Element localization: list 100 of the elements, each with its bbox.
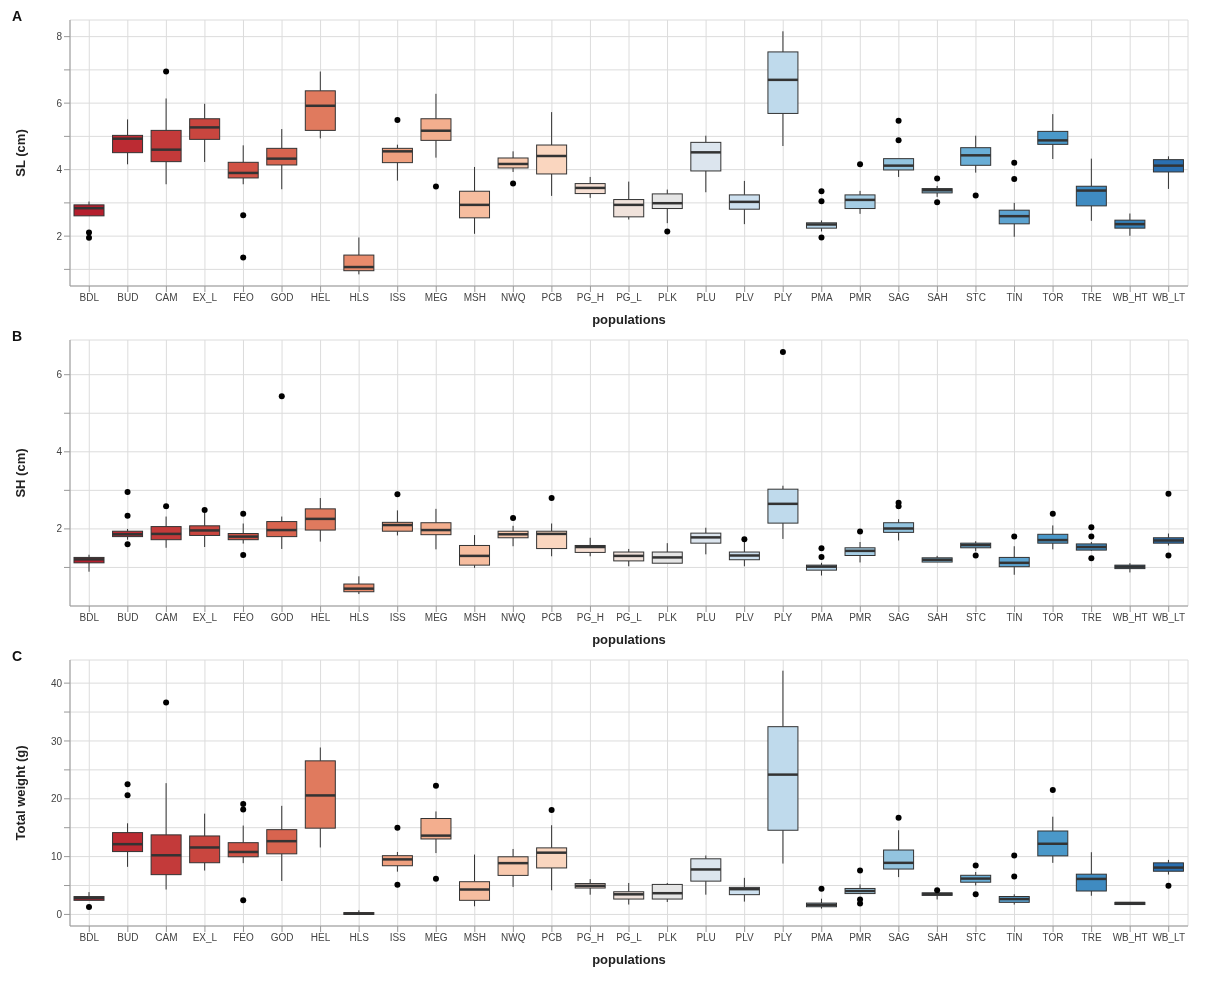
x-tick-label: FEO (233, 612, 254, 624)
x-tick-label: SAH (927, 292, 948, 304)
x-axis-title: populations (592, 312, 666, 327)
y-tick-label: 2 (56, 230, 63, 242)
x-tick-label: SAG (888, 292, 910, 304)
x-tick-label: PLK (658, 612, 678, 624)
x-tick-label: TIN (1006, 612, 1023, 624)
x-tick-label: TOR (1042, 932, 1064, 944)
x-tick-label: NWQ (501, 612, 526, 624)
x-tick-label: MSH (463, 612, 486, 624)
x-tick-label: BUD (117, 292, 139, 304)
y-axis-title: Total weight (g) (12, 745, 28, 841)
x-axis-title: populations (592, 952, 666, 967)
x-tick-label: WB_HT (1112, 292, 1148, 304)
x-tick-label: WB_LT (1152, 932, 1186, 944)
x-tick-label: STC (965, 292, 986, 304)
y-tick-label: 6 (56, 369, 63, 381)
chart-title: C (12, 648, 23, 664)
x-tick-label: ISS (389, 292, 407, 304)
x-tick-label: SAG (888, 612, 910, 624)
x-tick-label: NWQ (501, 932, 526, 944)
x-tick-label: PLU (696, 932, 716, 944)
y-tick-label: 4 (56, 164, 63, 176)
x-tick-label: HEL (310, 612, 331, 624)
y-tick-label: 20 (50, 793, 63, 805)
y-tick-label: 8 (56, 31, 63, 43)
x-tick-label: PLY (774, 292, 793, 304)
x-tick-label: PCB (541, 612, 563, 624)
chart-title: A (12, 8, 23, 24)
x-tick-label: PLV (735, 932, 755, 944)
x-tick-label: PLU (696, 612, 716, 624)
x-tick-label: PMA (810, 292, 833, 304)
x-tick-label: PLY (774, 612, 793, 624)
x-tick-label: BUD (117, 932, 139, 944)
y-tick-label: 10 (50, 851, 63, 863)
x-tick-label: MEG (424, 932, 448, 944)
x-tick-label: GOD (270, 292, 294, 304)
x-tick-label: HLS (349, 932, 370, 944)
x-tick-label: SAH (927, 612, 948, 624)
x-tick-label: CAM (155, 612, 178, 624)
x-tick-label: TIN (1006, 292, 1023, 304)
x-tick-label: PCB (541, 932, 563, 944)
x-tick-label: TIN (1006, 932, 1023, 944)
x-tick-label: BDL (79, 292, 100, 304)
x-tick-label: FEO (233, 292, 254, 304)
x-tick-label: PG_L (616, 292, 643, 304)
x-tick-label: MEG (424, 292, 448, 304)
y-tick-label: 30 (50, 735, 63, 747)
x-tick-label: CAM (155, 932, 178, 944)
x-tick-label: BDL (79, 932, 100, 944)
x-tick-label: PG_L (616, 612, 643, 624)
y-tick-label: 2 (56, 523, 63, 535)
y-axis-title: SH (cm) (12, 448, 28, 498)
x-tick-label: PG_H (576, 612, 605, 624)
x-tick-label: PMR (849, 292, 872, 304)
x-tick-label: PLY (774, 932, 793, 944)
y-tick-label: 6 (56, 97, 63, 109)
x-tick-label: CAM (155, 292, 178, 304)
x-tick-label: WB_LT (1152, 292, 1186, 304)
y-tick-label: 40 (50, 677, 63, 689)
x-tick-label: PG_H (576, 932, 605, 944)
x-tick-label: HLS (349, 292, 370, 304)
x-tick-label: BUD (117, 612, 139, 624)
x-tick-label: TOR (1042, 292, 1064, 304)
x-tick-label: PLU (696, 292, 716, 304)
x-tick-label: PCB (541, 292, 563, 304)
x-tick-label: PMA (810, 612, 833, 624)
y-tick-label: 0 (56, 908, 63, 920)
x-tick-label: FEO (233, 932, 254, 944)
x-tick-label: TOR (1042, 612, 1064, 624)
x-tick-label: BDL (79, 612, 100, 624)
x-tick-label: NWQ (501, 292, 526, 304)
x-tick-label: HEL (310, 292, 331, 304)
x-tick-label: ISS (389, 932, 407, 944)
x-tick-label: PMA (810, 932, 833, 944)
x-tick-label: EX_L (192, 292, 218, 304)
x-tick-label: TRE (1081, 932, 1102, 944)
x-tick-label: SAG (888, 932, 910, 944)
x-tick-label: WB_LT (1152, 612, 1186, 624)
x-tick-label: PLK (658, 932, 678, 944)
x-tick-label: STC (965, 612, 986, 624)
x-tick-label: SAH (927, 932, 948, 944)
x-tick-label: GOD (270, 612, 294, 624)
x-tick-label: PG_L (616, 932, 643, 944)
x-tick-label: MSH (463, 292, 486, 304)
x-tick-label: MSH (463, 932, 486, 944)
x-tick-label: PLV (735, 612, 755, 624)
x-tick-label: EX_L (192, 932, 218, 944)
x-tick-label: PMR (849, 932, 872, 944)
x-tick-label: ISS (389, 612, 407, 624)
x-tick-label: MEG (424, 612, 448, 624)
x-tick-label: TRE (1081, 612, 1102, 624)
x-tick-label: PLV (735, 292, 755, 304)
x-tick-label: WB_HT (1112, 612, 1148, 624)
x-tick-label: PG_H (576, 292, 605, 304)
x-tick-label: WB_HT (1112, 932, 1148, 944)
x-tick-label: HLS (349, 612, 370, 624)
x-tick-label: TRE (1081, 292, 1102, 304)
chart-title: B (12, 328, 23, 344)
x-tick-label: PLK (658, 292, 678, 304)
